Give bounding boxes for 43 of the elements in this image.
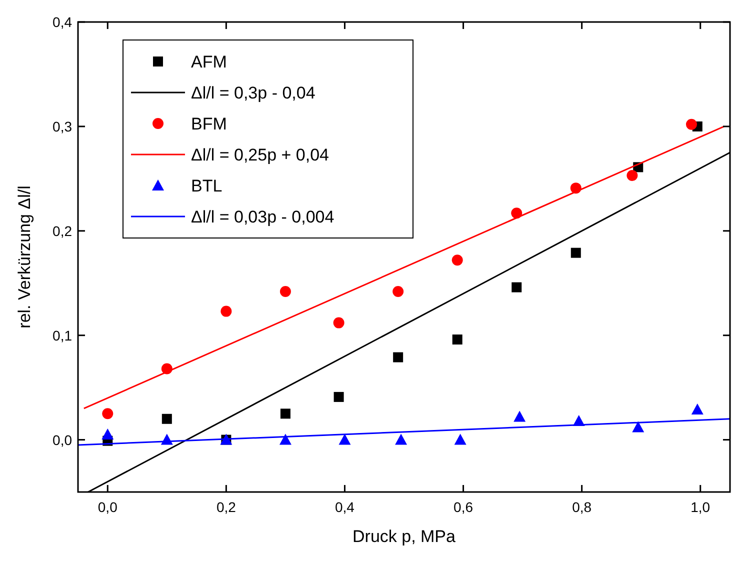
point: [452, 334, 462, 345]
point: [570, 248, 581, 258]
point: [392, 286, 404, 297]
legend-label: Δl/l = 0,3p - 0,04: [191, 84, 316, 102]
y-tick-label: 0,1: [52, 327, 72, 344]
x-tick-label: 0,8: [572, 499, 592, 515]
x-tick-label: 0,6: [454, 499, 474, 515]
point: [632, 421, 644, 432]
point: [514, 410, 526, 422]
point: [333, 317, 344, 328]
point: [280, 408, 290, 419]
point: [691, 403, 704, 414]
legend-label: Δl/l = 0,25p + 0,04: [191, 146, 330, 164]
point: [280, 286, 291, 297]
point: [162, 414, 172, 424]
point: [395, 434, 408, 445]
legend-label: Δl/l = 0,03p - 0,004: [191, 208, 334, 226]
point: [102, 408, 114, 420]
point: [220, 306, 232, 317]
x-tick-label: 0,2: [216, 499, 236, 515]
point: [338, 434, 351, 445]
y-tick-label: 0,3: [52, 118, 72, 134]
point: [454, 434, 466, 445]
point: [512, 282, 522, 292]
legend-label: BFM: [191, 114, 227, 134]
x-tick-label: 0,0: [98, 499, 118, 515]
point: [279, 434, 292, 445]
point: [452, 254, 463, 266]
point: [511, 208, 522, 219]
y-axis-title: rel. Verkürzung Δl/l: [15, 186, 34, 328]
point: [686, 118, 697, 130]
point: [626, 170, 638, 182]
x-axis-title: Druck p, MPa: [352, 527, 456, 546]
point: [393, 352, 404, 362]
point: [102, 428, 114, 440]
y-tick-label: 0,0: [52, 432, 72, 448]
point: [334, 392, 344, 402]
x-tick-label: 0,4: [334, 499, 355, 515]
x-tick-label: 1,0: [690, 499, 710, 515]
y-tick-label: 0,4: [52, 14, 72, 30]
y-tick-label: 0,2: [52, 222, 72, 239]
legend-label: AFM: [191, 52, 227, 72]
legend-label: BTL: [191, 176, 222, 196]
